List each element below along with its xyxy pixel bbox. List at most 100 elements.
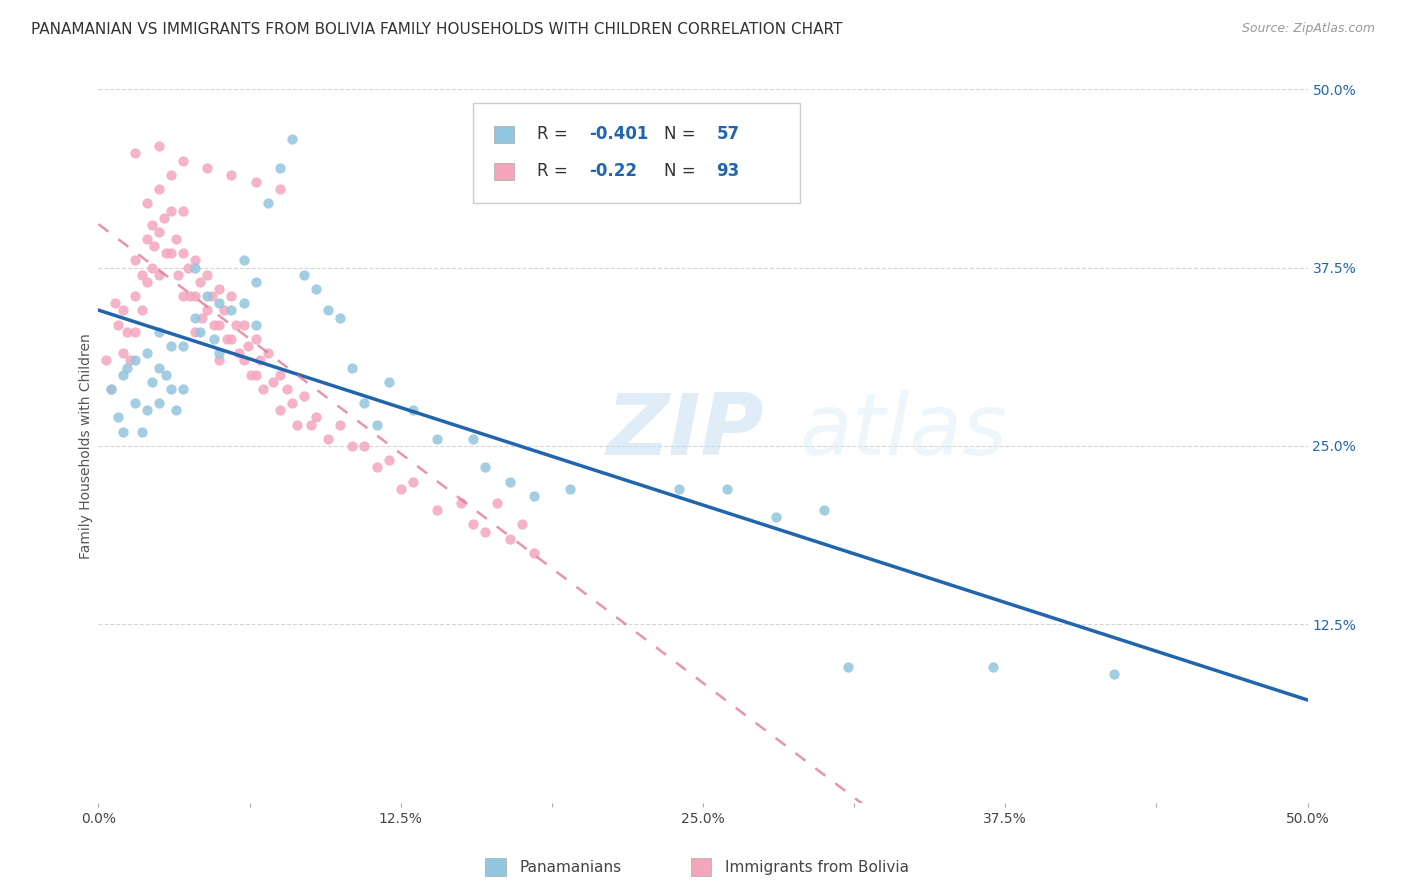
Point [813,503,835,517]
Point [107,410,129,425]
Point [117,325,139,339]
Point [281,396,304,410]
Point [232,296,254,310]
Point [204,332,226,346]
Point [212,303,235,318]
Point [184,260,207,275]
Point [148,139,170,153]
FancyBboxPatch shape [474,103,800,203]
Point [160,168,183,182]
Point [195,303,218,318]
Point [107,318,129,332]
Point [377,453,399,467]
Text: 93: 93 [716,162,740,180]
Point [765,510,787,524]
Point [172,203,194,218]
Point [262,375,284,389]
Point [148,182,170,196]
Point [94,353,117,368]
Point [118,353,141,368]
Point [141,218,163,232]
Point [225,318,247,332]
Point [191,310,214,325]
Point [232,253,254,268]
Y-axis label: Family Households with Children: Family Households with Children [79,333,93,559]
Point [269,161,291,175]
Point [981,660,1004,674]
Point [208,282,231,296]
Point [285,417,308,432]
Point [252,382,274,396]
Point [474,524,496,539]
Point [245,175,267,189]
Point [172,153,194,168]
Point [232,318,254,332]
Point [498,475,520,489]
Point [269,403,291,417]
Text: R =: R = [537,125,574,143]
Point [316,303,339,318]
Point [232,353,254,368]
Point [245,318,267,332]
Point [195,268,218,282]
Text: -0.401: -0.401 [589,125,648,143]
FancyBboxPatch shape [485,858,506,876]
Point [208,346,231,360]
Point [155,246,177,260]
Point [179,289,201,303]
Point [281,132,304,146]
Point [143,239,166,253]
Point [152,211,174,225]
Point [221,168,243,182]
Text: PANAMANIAN VS IMMIGRANTS FROM BOLIVIA FAMILY HOUSEHOLDS WITH CHILDREN CORRELATIO: PANAMANIAN VS IMMIGRANTS FROM BOLIVIA FA… [31,22,842,37]
Point [208,296,231,310]
Point [172,246,194,260]
Point [299,417,322,432]
Point [498,532,520,546]
Point [245,275,267,289]
Point [160,382,183,396]
Point [377,375,399,389]
Point [837,660,859,674]
Point [141,375,163,389]
Point [111,368,134,382]
Point [135,275,157,289]
Point [269,182,291,196]
Point [1102,667,1125,681]
Point [238,339,260,353]
Point [276,382,298,396]
Point [510,517,533,532]
Point [426,432,449,446]
Point [124,253,146,268]
Point [474,460,496,475]
Point [124,353,146,368]
Point [342,360,364,375]
Point [208,353,231,368]
Point [221,289,243,303]
Text: -0.22: -0.22 [589,162,637,180]
FancyBboxPatch shape [494,126,515,143]
Text: Source: ZipAtlas.com: Source: ZipAtlas.com [1241,22,1375,36]
Point [245,332,267,346]
Text: N =: N = [664,162,702,180]
Point [305,282,328,296]
Text: ZIP: ZIP [606,390,763,474]
Point [201,289,224,303]
Point [135,232,157,246]
Text: atlas: atlas [800,390,1008,474]
Point [426,503,449,517]
Point [131,425,153,439]
Point [188,275,211,289]
Point [124,289,146,303]
Point [239,368,262,382]
Point [353,396,375,410]
Point [256,346,278,360]
Point [366,460,388,475]
Point [177,260,200,275]
Point [172,339,194,353]
Point [342,439,364,453]
Text: Panamanians: Panamanians [519,860,621,874]
Point [184,289,207,303]
Point [221,332,243,346]
Point [256,196,278,211]
